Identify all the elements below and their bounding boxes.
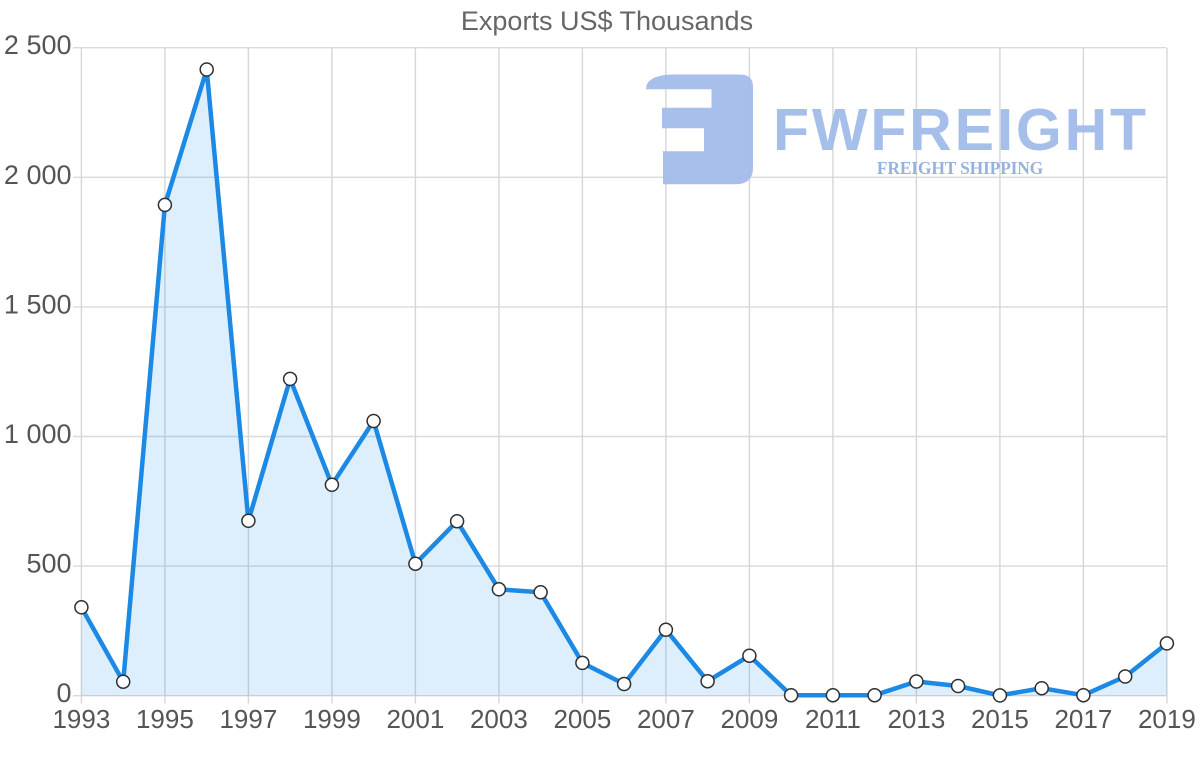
svg-text:Exports US$ Thousands: Exports US$ Thousands: [461, 6, 753, 36]
svg-text:2003: 2003: [470, 704, 528, 734]
svg-text:1999: 1999: [303, 704, 361, 734]
svg-text:1 000: 1 000: [4, 419, 72, 449]
svg-text:1 500: 1 500: [4, 289, 72, 319]
svg-text:2011: 2011: [805, 704, 861, 734]
svg-text:2 500: 2 500: [4, 30, 72, 60]
svg-text:1997: 1997: [219, 704, 277, 734]
svg-text:2 000: 2 000: [4, 160, 72, 190]
svg-text:2001: 2001: [386, 704, 444, 734]
svg-text:2019: 2019: [1138, 704, 1196, 734]
svg-text:500: 500: [26, 549, 71, 579]
svg-text:FREIGHT SHIPPING: FREIGHT SHIPPING: [877, 158, 1044, 178]
svg-text:2009: 2009: [720, 704, 778, 734]
svg-text:2005: 2005: [553, 704, 611, 734]
svg-text:2017: 2017: [1054, 704, 1112, 734]
svg-text:2007: 2007: [637, 704, 695, 734]
svg-text:FWFREIGHT: FWFREIGHT: [773, 97, 1149, 163]
svg-text:1993: 1993: [52, 704, 110, 734]
svg-text:1995: 1995: [136, 704, 194, 734]
svg-text:2015: 2015: [971, 704, 1029, 734]
svg-text:0: 0: [56, 678, 71, 708]
svg-text:2013: 2013: [887, 704, 945, 734]
